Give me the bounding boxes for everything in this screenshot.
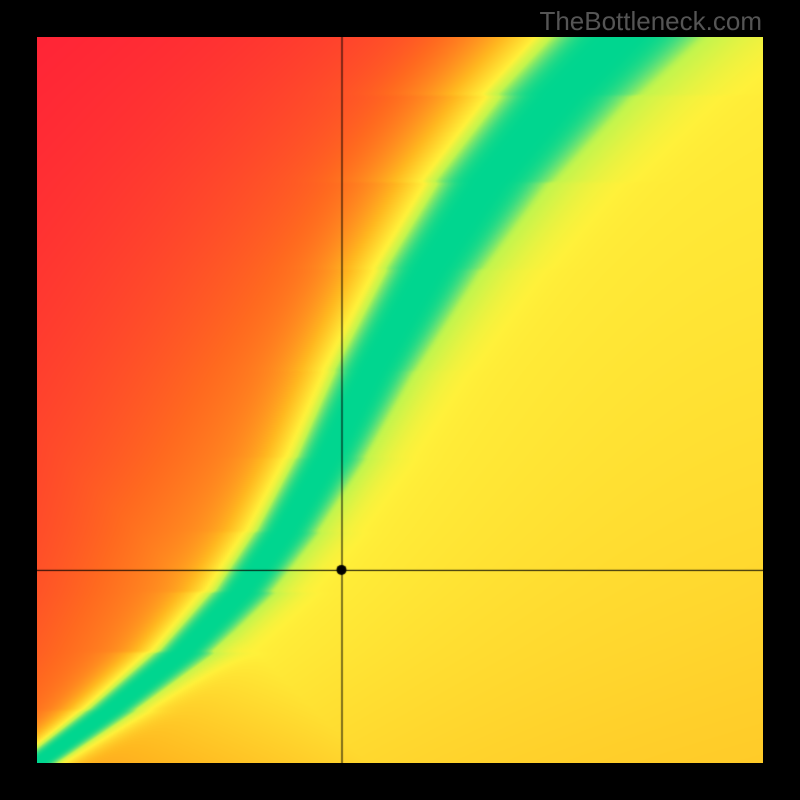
chart-container: TheBottleneck.com bbox=[0, 0, 800, 800]
heatmap-plot bbox=[37, 37, 763, 763]
heatmap-canvas bbox=[37, 37, 763, 763]
watermark-text: TheBottleneck.com bbox=[539, 6, 762, 37]
